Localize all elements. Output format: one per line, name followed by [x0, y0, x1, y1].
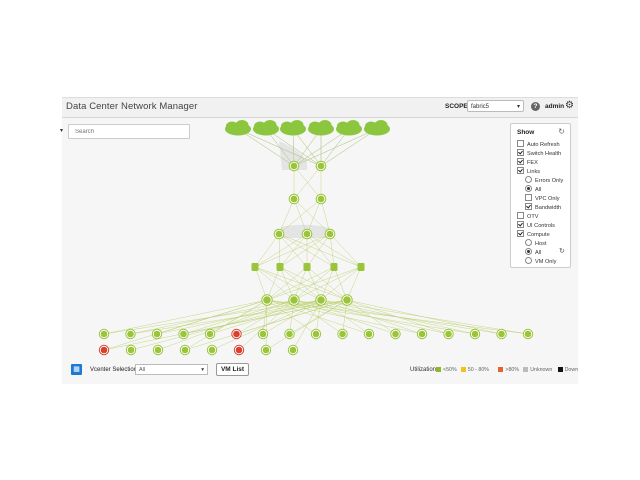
user-name[interactable]: admin	[545, 103, 565, 110]
bottom-bar: ▦ Vcenter Selection : All ▾ VM List Util…	[62, 360, 578, 382]
vm-list-icon[interactable]: ▦	[71, 364, 82, 375]
show-option[interactable]: Errors Only	[525, 176, 563, 184]
legend-item: >80%	[498, 367, 519, 373]
legend-swatch	[436, 367, 441, 372]
show-option-label: FEX	[527, 160, 538, 166]
show-option-label: All	[535, 250, 542, 256]
show-option[interactable]: VM Only	[525, 257, 556, 265]
show-panel-title: Show	[517, 129, 535, 136]
checkbox[interactable]	[517, 212, 524, 219]
legend-label: <50%	[443, 367, 457, 373]
radio-button[interactable]	[525, 185, 532, 192]
checkbox[interactable]	[517, 158, 524, 165]
show-option[interactable]: Auto Refresh	[517, 140, 560, 148]
legend-swatch	[460, 367, 466, 372]
help-icon[interactable]: ?	[531, 102, 540, 111]
checkbox[interactable]	[517, 230, 524, 237]
gear-icon[interactable]: ⚙	[565, 100, 574, 111]
scope-select[interactable]: fabric5 ▾	[467, 100, 524, 112]
show-option[interactable]: FEX	[517, 158, 538, 166]
refresh-icon[interactable]: ↻	[558, 127, 565, 136]
utilization-label: Utilization:	[410, 367, 438, 373]
show-option-label: Compute	[527, 232, 550, 238]
show-option[interactable]: All	[525, 185, 541, 193]
show-option-label: OTV	[527, 214, 539, 220]
scope-label: SCOPE:	[445, 103, 470, 110]
search-input[interactable]	[68, 124, 190, 139]
chevron-down-icon[interactable]: ▾	[60, 128, 64, 134]
show-option-label: Switch Health	[527, 151, 562, 157]
scope-value: fabric5	[471, 104, 490, 110]
chevron-down-icon: ▾	[201, 367, 204, 373]
app-title: Data Center Network Manager	[66, 101, 198, 112]
vcenter-value: All	[139, 367, 146, 373]
show-option-label: Errors Only	[535, 178, 564, 184]
legend-swatch	[498, 367, 504, 372]
show-option[interactable]: Switch Health	[517, 149, 561, 157]
legend-label: 50 - 80%	[467, 367, 489, 373]
radio-button[interactable]	[525, 257, 532, 264]
show-option[interactable]: Links	[517, 167, 540, 175]
legend-item: Down	[557, 367, 579, 373]
legend-label: >80%	[505, 367, 520, 373]
show-option[interactable]: Compute	[517, 230, 550, 238]
radio-button[interactable]	[525, 239, 532, 246]
checkbox[interactable]	[525, 194, 532, 201]
radio-button[interactable]	[525, 176, 532, 183]
vm-list-button[interactable]: VM List	[216, 363, 249, 376]
chevron-down-icon: ▾	[516, 104, 520, 110]
refresh-icon[interactable]: ↻	[559, 248, 565, 255]
show-option-label: Auto Refresh	[527, 142, 560, 148]
header-bar: Data Center Network Manager SCOPE: fabri…	[62, 98, 578, 118]
legend-item: Unknown	[523, 367, 552, 373]
checkbox[interactable]	[525, 203, 532, 210]
legend-item: 50 - 80%	[460, 367, 489, 373]
checkbox[interactable]	[517, 149, 524, 156]
show-option[interactable]: OTV	[517, 212, 539, 220]
legend-label: Unknown	[530, 367, 553, 373]
show-option-label: UI Controls	[527, 223, 555, 229]
legend-swatch	[557, 367, 563, 372]
show-option-label: VPC Only	[535, 196, 560, 202]
legend-label: Down	[564, 367, 579, 373]
show-option-label: Links	[527, 169, 541, 175]
show-option-label: Host	[535, 241, 547, 247]
vcenter-label: Vcenter Selection :	[90, 367, 141, 373]
show-panel: Show ↻ Auto Refresh Switch Health FEX Links…	[510, 123, 571, 268]
legend-item: <50%	[436, 367, 457, 373]
vcenter-select[interactable]: All ▾	[135, 364, 208, 375]
show-option[interactable]: All	[525, 248, 541, 256]
show-option-label: Bandwidth	[535, 205, 562, 211]
show-option[interactable]: Bandwidth	[525, 203, 561, 211]
show-option-label: All	[535, 187, 542, 193]
show-option-label: VM Only	[535, 259, 557, 265]
app-window: Data Center Network Manager SCOPE: fabri…	[60, 97, 578, 384]
legend-swatch	[523, 367, 529, 372]
show-option[interactable]: UI Controls	[517, 221, 555, 229]
checkbox[interactable]	[517, 167, 524, 174]
search-bar: ▾	[60, 124, 192, 139]
show-option[interactable]: VPC Only	[525, 194, 560, 202]
show-option[interactable]: Host	[525, 239, 547, 247]
checkbox[interactable]	[517, 221, 524, 228]
radio-button[interactable]	[525, 248, 532, 255]
checkbox[interactable]	[517, 140, 524, 147]
